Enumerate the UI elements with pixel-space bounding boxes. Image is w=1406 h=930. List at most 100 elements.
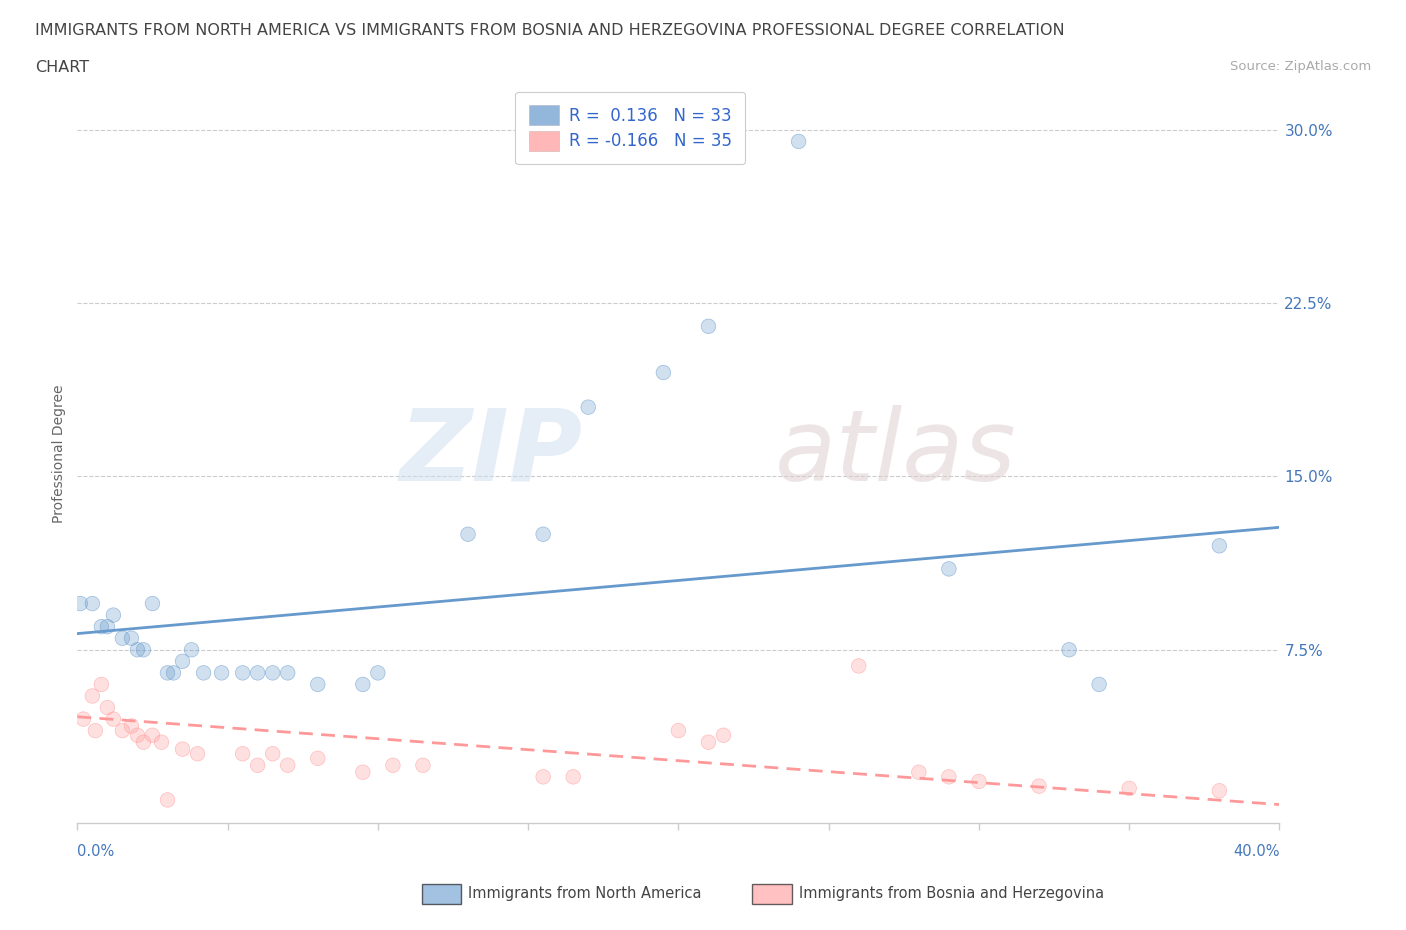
Point [307, 677, 329, 692]
Point [141, 596, 163, 611]
Point [193, 666, 215, 681]
Point [111, 724, 134, 738]
Text: 0.0%: 0.0% [77, 844, 114, 858]
Point [90, 619, 112, 634]
Point [180, 643, 202, 658]
Point [562, 769, 585, 784]
Point [531, 526, 554, 541]
Point [1208, 783, 1230, 798]
Point [246, 666, 269, 681]
Point [787, 134, 810, 149]
Point [1208, 538, 1230, 553]
Text: IMMIGRANTS FROM NORTH AMERICA VS IMMIGRANTS FROM BOSNIA AND HERZEGOVINA PROFESSI: IMMIGRANTS FROM NORTH AMERICA VS IMMIGRA… [35, 23, 1064, 38]
Point [277, 666, 299, 681]
Point [90, 677, 112, 692]
Point [162, 666, 184, 681]
Point [457, 526, 479, 541]
Point [150, 735, 173, 750]
Point [172, 654, 194, 669]
Text: ZIP: ZIP [399, 405, 582, 502]
Point [82, 688, 104, 703]
Point [908, 764, 931, 779]
Point [262, 746, 284, 761]
Point [352, 764, 374, 779]
Point [697, 735, 720, 750]
Point [232, 746, 254, 761]
Point [111, 724, 134, 738]
Point [82, 596, 104, 611]
Point [262, 746, 284, 761]
Point [1088, 677, 1111, 692]
Point [1118, 781, 1140, 796]
Point [127, 728, 149, 743]
Point [103, 607, 125, 622]
Text: CHART: CHART [35, 60, 89, 75]
Point [132, 643, 155, 658]
Point [787, 134, 810, 149]
Point [156, 666, 179, 681]
Point [1208, 538, 1230, 553]
Point [1028, 778, 1050, 793]
Point [938, 562, 960, 577]
Point [193, 666, 215, 681]
Text: Immigrants from North America: Immigrants from North America [468, 886, 702, 901]
Point [576, 400, 599, 415]
Point [457, 526, 479, 541]
Point [96, 619, 118, 634]
Point [84, 724, 107, 738]
Point [246, 666, 269, 681]
Point [412, 758, 434, 773]
Point [938, 769, 960, 784]
Point [156, 792, 179, 807]
Point [186, 746, 209, 761]
Point [967, 774, 990, 789]
Point [141, 728, 163, 743]
Point [232, 666, 254, 681]
Point [96, 700, 118, 715]
Point [277, 758, 299, 773]
Point [172, 742, 194, 757]
Point [103, 607, 125, 622]
Point [531, 769, 554, 784]
Point [156, 666, 179, 681]
Point [967, 774, 990, 789]
Point [84, 724, 107, 738]
Point [246, 758, 269, 773]
Text: atlas: atlas [775, 405, 1017, 502]
Point [120, 719, 142, 734]
Point [69, 596, 91, 611]
Point [72, 711, 94, 726]
Point [713, 728, 735, 743]
Point [211, 666, 233, 681]
Text: Source: ZipAtlas.com: Source: ZipAtlas.com [1230, 60, 1371, 73]
Point [352, 677, 374, 692]
Point [352, 764, 374, 779]
Point [96, 700, 118, 715]
Point [90, 619, 112, 634]
Point [1057, 643, 1080, 658]
Point [262, 666, 284, 681]
Point [277, 758, 299, 773]
Point [111, 631, 134, 645]
Point [103, 711, 125, 726]
Point [141, 728, 163, 743]
Point [576, 400, 599, 415]
Point [180, 643, 202, 658]
Point [652, 365, 675, 380]
Point [697, 319, 720, 334]
Point [848, 658, 870, 673]
Point [120, 719, 142, 734]
Point [1208, 783, 1230, 798]
Point [156, 792, 179, 807]
Point [367, 666, 389, 681]
Point [127, 643, 149, 658]
Legend: R =  0.136   N = 33, R = -0.166   N = 35: R = 0.136 N = 33, R = -0.166 N = 35 [516, 92, 745, 164]
Point [90, 677, 112, 692]
Point [232, 746, 254, 761]
Point [277, 666, 299, 681]
Point [211, 666, 233, 681]
Point [132, 735, 155, 750]
Point [367, 666, 389, 681]
Point [72, 711, 94, 726]
Point [307, 751, 329, 765]
